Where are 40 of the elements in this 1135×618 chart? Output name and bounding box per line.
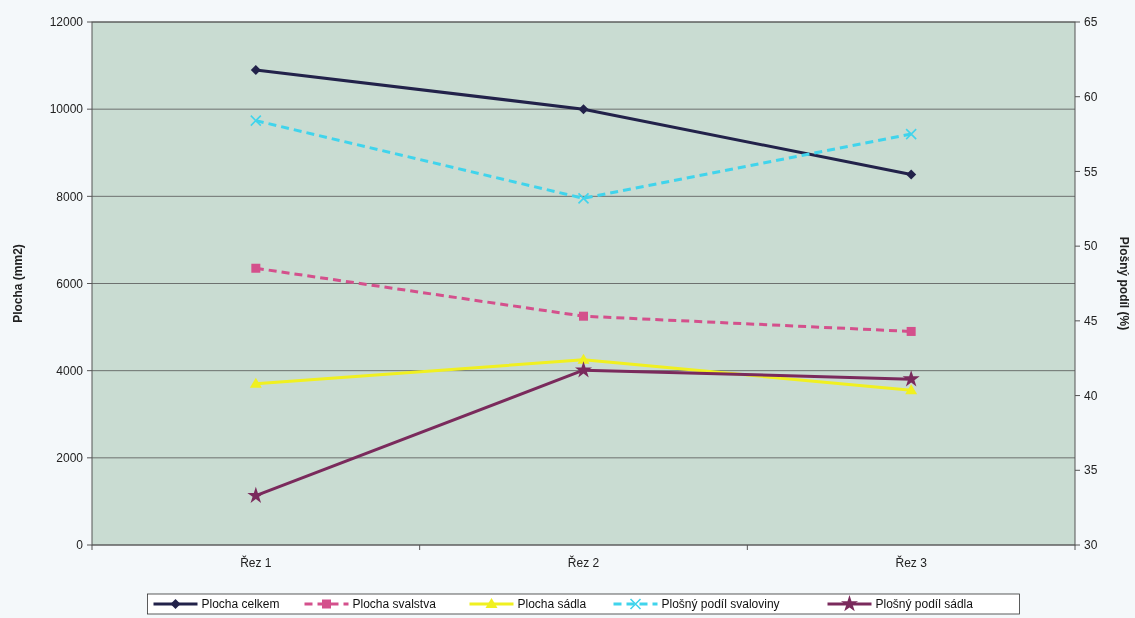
point [906,169,917,180]
point [577,353,590,364]
legend-label: Plošný podíl svaloviny [661,597,780,612]
legend-label: Plošný podíl sádla [875,597,974,612]
y-tick-label: 4000 [56,363,84,378]
y2-tick-label: 35 [1084,463,1098,478]
x-tick-label: Řez 2 [567,555,600,570]
point [579,311,588,321]
point [578,104,589,115]
point [247,486,265,503]
point [574,361,593,378]
x-tick-label: Řez 1 [240,555,272,570]
y-tick-label: 0 [76,538,84,553]
legend-label: Plocha svalstva [352,597,437,612]
point [905,128,917,140]
point [577,192,590,205]
legend-label: Plocha sádla [517,597,587,612]
point [902,370,920,387]
y2-tick-label: 55 [1084,164,1098,179]
y-tick-label: 10000 [49,102,84,117]
y2-tick-label: 30 [1084,538,1098,553]
point [250,114,262,127]
y2-tick-label: 50 [1084,239,1098,254]
point [250,64,261,75]
x-tick-label: Řez 3 [895,555,928,570]
y2-tick-label: 45 [1084,314,1098,329]
y2-tick-label: 60 [1084,89,1098,104]
legend-label: Plocha celkem [201,597,280,612]
y-tick-label: 6000 [56,276,84,291]
y-tick-label: 12000 [49,15,84,30]
point [906,326,916,336]
y2-tick-label: 40 [1084,388,1098,403]
y-tick-label: 2000 [56,451,84,466]
y-tick-label: 8000 [56,189,84,204]
point [905,384,918,395]
point [251,263,261,273]
y-axis-title: Plocha (mm2) [11,244,25,323]
y2-tick-label: 65 [1084,15,1098,30]
y2-axis-title: Plošný podíl (%) [1117,236,1131,331]
point [249,377,262,388]
